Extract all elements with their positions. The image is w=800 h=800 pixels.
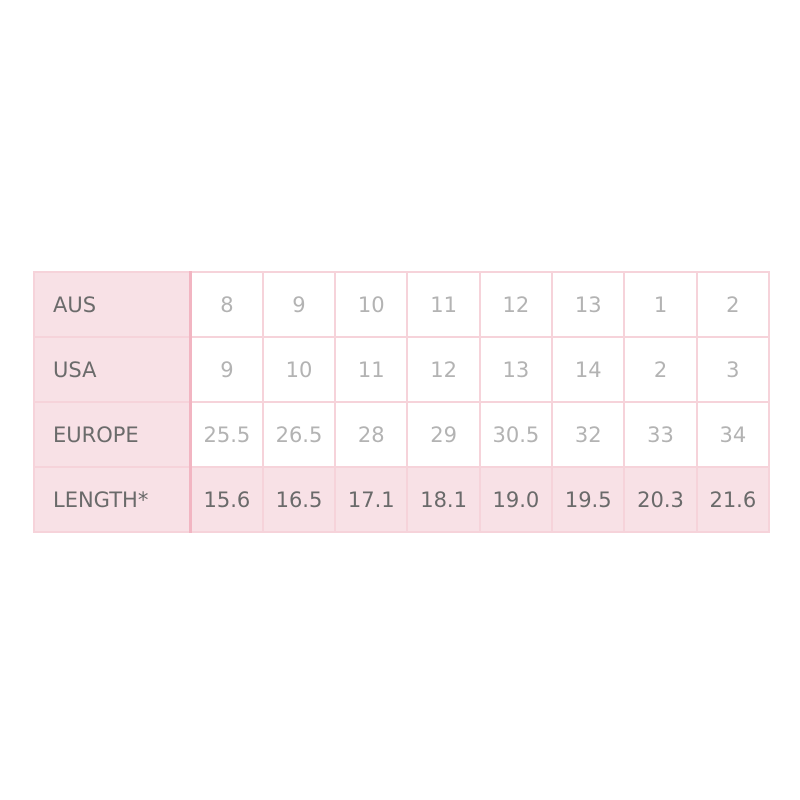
- size-cell: 11: [334, 336, 409, 403]
- size-cell: 29: [406, 401, 481, 468]
- row-label: EUROPE: [33, 401, 192, 468]
- table-row-length: LENGTH* 15.6 16.5 17.1 18.1 19.0 19.5 20.3 21.6: [33, 466, 771, 533]
- table-row-usa: USA 9 10 11 12 13 14 2 3: [33, 336, 771, 403]
- size-cell: 15.6: [189, 466, 264, 533]
- size-cell: 9: [189, 336, 264, 403]
- table-row-aus: AUS 8 9 10 11 12 13 1 2: [33, 271, 771, 338]
- size-cell: 2: [695, 271, 771, 338]
- size-cell: 25.5: [189, 401, 264, 468]
- row-label: LENGTH*: [33, 466, 192, 533]
- size-cell: 11: [406, 271, 481, 338]
- size-cell: 33: [623, 401, 698, 468]
- size-cell: 17.1: [334, 466, 409, 533]
- size-cell: 10: [261, 336, 337, 403]
- size-cell: 19.5: [551, 466, 626, 533]
- row-label: AUS: [33, 271, 192, 338]
- size-cell: 3: [695, 336, 771, 403]
- size-cell: 13: [551, 271, 626, 338]
- size-cell: 16.5: [261, 466, 337, 533]
- size-cell: 19.0: [478, 466, 554, 533]
- size-cell: 34: [695, 401, 771, 468]
- size-cell: 13: [478, 336, 554, 403]
- row-label: USA: [33, 336, 192, 403]
- size-cell: 28: [334, 401, 409, 468]
- size-cell: 18.1: [406, 466, 481, 533]
- size-cell: 2: [623, 336, 698, 403]
- size-cell: 30.5: [478, 401, 554, 468]
- size-cell: 20.3: [623, 466, 698, 533]
- table-row-europe: EUROPE 25.5 26.5 28 29 30.5 32 33 34: [33, 401, 771, 468]
- size-cell: 32: [551, 401, 626, 468]
- size-cell: 1: [623, 271, 698, 338]
- size-cell: 12: [406, 336, 481, 403]
- size-cell: 9: [261, 271, 337, 338]
- size-cell: 21.6: [695, 466, 771, 533]
- size-cell: 8: [189, 271, 264, 338]
- size-chart-table: AUS 8 9 10 11 12 13 1 2 USA 9 10 11 12 13 14 2 3 EUROPE 25.…: [33, 271, 771, 533]
- size-cell: 14: [551, 336, 626, 403]
- size-cell: 10: [334, 271, 409, 338]
- size-cell: 12: [478, 271, 554, 338]
- size-cell: 26.5: [261, 401, 337, 468]
